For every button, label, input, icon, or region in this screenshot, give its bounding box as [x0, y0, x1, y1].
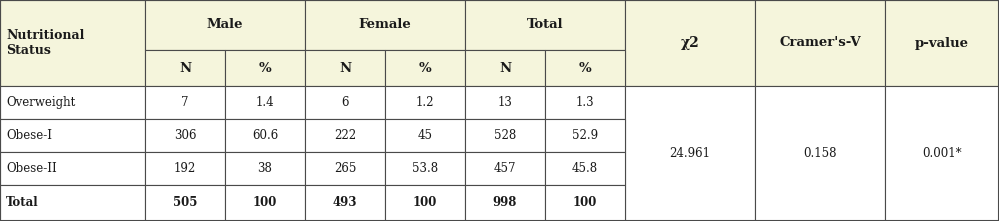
Bar [305, 50, 385, 86]
Text: %: % [419, 61, 432, 74]
Bar [225, 86, 305, 119]
Text: 222: 222 [334, 129, 356, 142]
Bar [625, 86, 755, 221]
Bar [145, 86, 225, 119]
Bar [305, 185, 385, 221]
Bar [625, 0, 755, 86]
Text: 6: 6 [342, 96, 349, 109]
Text: 38: 38 [258, 162, 273, 175]
Bar [545, 50, 625, 86]
Bar [0, 152, 145, 185]
Text: Cramer's-V: Cramer's-V [779, 36, 861, 50]
Text: 100: 100 [572, 196, 597, 210]
Text: p-value: p-value [915, 36, 969, 50]
Text: 1.2: 1.2 [416, 96, 435, 109]
Bar [145, 185, 225, 221]
Text: Overweight: Overweight [6, 96, 75, 109]
Bar [385, 86, 465, 119]
Bar [0, 86, 145, 119]
Bar [145, 0, 305, 50]
Bar [385, 119, 465, 152]
Text: χ2: χ2 [680, 36, 699, 50]
Text: 528: 528 [494, 129, 516, 142]
Text: 1.4: 1.4 [256, 96, 275, 109]
Bar [225, 50, 305, 86]
Text: 493: 493 [333, 196, 358, 210]
Text: 457: 457 [494, 162, 516, 175]
Text: N: N [179, 61, 191, 74]
Bar [145, 152, 225, 185]
Bar [465, 0, 625, 50]
Text: 53.8: 53.8 [412, 162, 439, 175]
Text: 13: 13 [498, 96, 512, 109]
Text: 52.9: 52.9 [572, 129, 598, 142]
Bar [755, 0, 885, 86]
Bar [545, 152, 625, 185]
Text: 1.3: 1.3 [575, 96, 594, 109]
Text: 505: 505 [173, 196, 197, 210]
Text: 7: 7 [181, 96, 189, 109]
Text: Total: Total [6, 196, 39, 210]
Bar [465, 119, 545, 152]
Bar [465, 152, 545, 185]
Text: Obese-I: Obese-I [6, 129, 52, 142]
Text: Obese-II: Obese-II [6, 162, 57, 175]
Text: %: % [259, 61, 272, 74]
Bar [385, 185, 465, 221]
Text: Male: Male [207, 19, 243, 32]
Bar [305, 152, 385, 185]
Bar [225, 185, 305, 221]
Bar [465, 50, 545, 86]
Bar [385, 50, 465, 86]
Bar [225, 119, 305, 152]
Text: 0.001*: 0.001* [922, 147, 962, 160]
Text: Nutritional
Status: Nutritional Status [6, 29, 84, 57]
Text: N: N [499, 61, 511, 74]
Bar [225, 152, 305, 185]
Bar [305, 119, 385, 152]
Bar [145, 50, 225, 86]
Text: 265: 265 [334, 162, 357, 175]
Bar [465, 185, 545, 221]
Bar [885, 0, 999, 86]
Text: N: N [339, 61, 351, 74]
Text: 45.8: 45.8 [572, 162, 598, 175]
Bar [0, 185, 145, 221]
Text: 306: 306 [174, 129, 196, 142]
Bar [305, 0, 465, 50]
Bar [0, 0, 145, 86]
Text: Female: Female [359, 19, 412, 32]
Bar [385, 152, 465, 185]
Bar [0, 119, 145, 152]
Bar [545, 185, 625, 221]
Text: 100: 100 [253, 196, 277, 210]
Text: 192: 192 [174, 162, 196, 175]
Bar [885, 86, 999, 221]
Bar [305, 86, 385, 119]
Text: 998: 998 [493, 196, 517, 210]
Text: Total: Total [526, 19, 563, 32]
Text: %: % [578, 61, 591, 74]
Bar [465, 86, 545, 119]
Bar [545, 86, 625, 119]
Text: 0.158: 0.158 [803, 147, 837, 160]
Bar [755, 86, 885, 221]
Text: 24.961: 24.961 [669, 147, 710, 160]
Text: 45: 45 [418, 129, 433, 142]
Text: 60.6: 60.6 [252, 129, 278, 142]
Bar [545, 119, 625, 152]
Bar [145, 119, 225, 152]
Text: 100: 100 [413, 196, 438, 210]
